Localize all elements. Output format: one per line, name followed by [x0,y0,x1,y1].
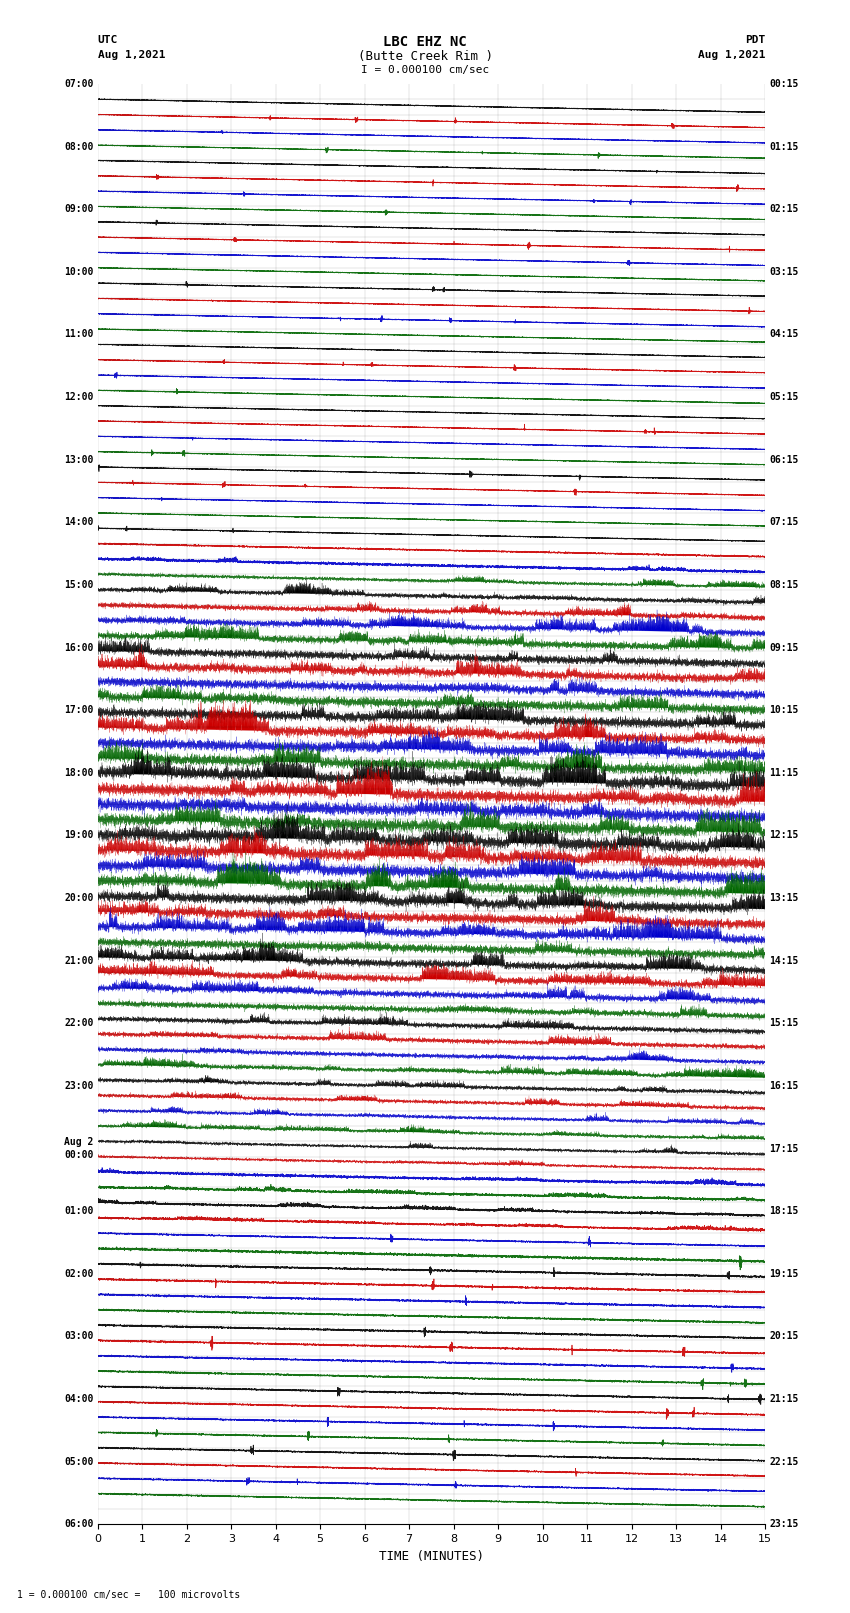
Text: 00:15: 00:15 [769,79,799,89]
Text: 21:15: 21:15 [769,1394,799,1403]
Text: 15:00: 15:00 [64,581,94,590]
Text: 12:00: 12:00 [64,392,94,402]
Text: 11:15: 11:15 [769,768,799,777]
Text: 01:00: 01:00 [64,1207,94,1216]
Text: 19:15: 19:15 [769,1269,799,1279]
Text: 10:15: 10:15 [769,705,799,715]
Text: 11:00: 11:00 [64,329,94,339]
Text: 04:00: 04:00 [64,1394,94,1403]
Text: 10:00: 10:00 [64,266,94,277]
Text: 06:00: 06:00 [64,1519,94,1529]
Text: 16:00: 16:00 [64,642,94,653]
Text: 17:15: 17:15 [769,1144,799,1153]
Text: I = 0.000100 cm/sec: I = 0.000100 cm/sec [361,65,489,74]
Text: 16:15: 16:15 [769,1081,799,1090]
Text: 01:15: 01:15 [769,142,799,152]
Text: 13:00: 13:00 [64,455,94,465]
Text: Aug 1,2021: Aug 1,2021 [98,50,165,60]
Text: (Butte Creek Rim ): (Butte Creek Rim ) [358,50,492,63]
Text: 20:15: 20:15 [769,1331,799,1342]
Text: 15:15: 15:15 [769,1018,799,1027]
Text: 05:00: 05:00 [64,1457,94,1466]
Text: 08:15: 08:15 [769,581,799,590]
Text: 20:00: 20:00 [64,894,94,903]
Text: 13:15: 13:15 [769,894,799,903]
Text: 05:15: 05:15 [769,392,799,402]
Text: 19:00: 19:00 [64,831,94,840]
Text: 04:15: 04:15 [769,329,799,339]
Text: 14:15: 14:15 [769,955,799,966]
Text: LBC EHZ NC: LBC EHZ NC [383,35,467,50]
Text: 22:15: 22:15 [769,1457,799,1466]
Text: 21:00: 21:00 [64,955,94,966]
Text: 02:15: 02:15 [769,205,799,215]
Text: Aug 1,2021: Aug 1,2021 [698,50,765,60]
Text: Aug 2: Aug 2 [64,1137,94,1147]
Text: 06:15: 06:15 [769,455,799,465]
Text: PDT: PDT [745,35,765,45]
Text: UTC: UTC [98,35,118,45]
Text: 1 = 0.000100 cm/sec =   100 microvolts: 1 = 0.000100 cm/sec = 100 microvolts [17,1590,241,1600]
Text: 02:00: 02:00 [64,1269,94,1279]
Text: 03:00: 03:00 [64,1331,94,1342]
Text: 07:15: 07:15 [769,518,799,527]
Text: 18:15: 18:15 [769,1207,799,1216]
Text: 07:00: 07:00 [64,79,94,89]
Text: 00:00: 00:00 [64,1150,94,1160]
Text: 03:15: 03:15 [769,266,799,277]
Text: 08:00: 08:00 [64,142,94,152]
Text: 18:00: 18:00 [64,768,94,777]
Text: 22:00: 22:00 [64,1018,94,1027]
Text: 09:00: 09:00 [64,205,94,215]
Text: 23:00: 23:00 [64,1081,94,1090]
Text: 23:15: 23:15 [769,1519,799,1529]
Text: 09:15: 09:15 [769,642,799,653]
Text: 12:15: 12:15 [769,831,799,840]
Text: 17:00: 17:00 [64,705,94,715]
Text: 14:00: 14:00 [64,518,94,527]
X-axis label: TIME (MINUTES): TIME (MINUTES) [379,1550,484,1563]
